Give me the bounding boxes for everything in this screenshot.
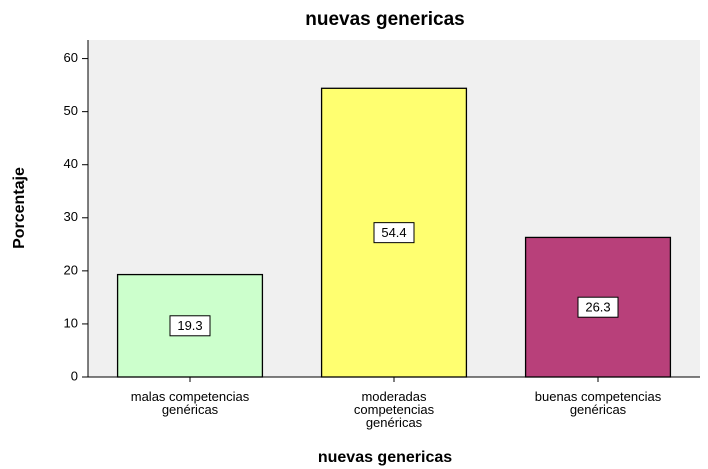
y-tick-label: 30 xyxy=(64,209,78,224)
x-tick-label: moderadas competencias genéricas xyxy=(353,389,435,430)
value-label: 54.4 xyxy=(381,225,406,240)
y-axis-label: Porcentaje xyxy=(11,167,28,249)
y-tick-label: 20 xyxy=(64,262,78,277)
y-tick-label: 40 xyxy=(64,156,78,171)
value-label: 26.3 xyxy=(585,300,610,315)
x-tick-label: buenas competencias genéricas xyxy=(534,389,662,417)
y-tick-label: 0 xyxy=(71,368,78,383)
value-label-box xyxy=(577,296,619,318)
value-label-box xyxy=(169,315,211,337)
y-tick-label: 60 xyxy=(64,50,78,65)
y-tick-label: 50 xyxy=(64,103,78,118)
y-tick-label: 10 xyxy=(64,315,78,330)
chart-title: nuevas genericas xyxy=(305,9,464,30)
value-label: 19.3 xyxy=(177,318,202,333)
value-label-box xyxy=(373,222,415,244)
x-axis-label: nuevas genericas xyxy=(318,449,452,466)
x-tick-label: malas competencias genéricas xyxy=(130,389,250,417)
